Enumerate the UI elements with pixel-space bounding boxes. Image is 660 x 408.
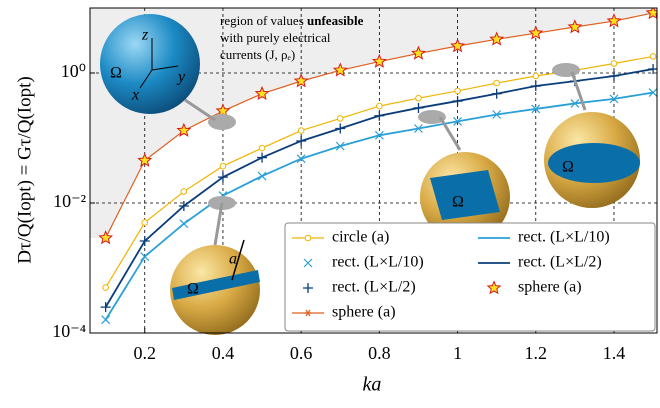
legend-label: circle (a) — [332, 229, 389, 246]
data-point — [103, 285, 109, 291]
data-point — [337, 116, 343, 122]
x-tick-label: 0.6 — [290, 343, 313, 363]
legend-marker — [305, 235, 311, 241]
y-tick-label: 10⁰ — [61, 61, 86, 81]
data-point — [494, 80, 500, 86]
annotation-line: with purely electrical — [220, 30, 331, 45]
annotation-line: region of values — [220, 13, 304, 28]
annotation-bold: unfeasible — [307, 13, 364, 28]
y-tick-label: 10⁻⁴ — [52, 321, 86, 341]
data-point — [533, 73, 539, 79]
data-point — [650, 54, 656, 60]
omega-label: Ω — [110, 65, 122, 82]
legend-label: rect. (L×L/2) — [332, 279, 416, 296]
a-label: a — [229, 251, 237, 268]
x-tick-label: 0.2 — [133, 343, 156, 363]
x-tick-label: 0.4 — [212, 343, 235, 363]
legend-label: sphere (a) — [332, 304, 396, 321]
z-label: z — [141, 27, 149, 44]
chart: Ω a Ω Ω z y x Ω region of values unfeasi… — [0, 0, 660, 403]
data-point — [142, 220, 148, 226]
x-tick-label: 1.2 — [525, 343, 548, 363]
data-point — [181, 189, 187, 195]
data-point — [259, 145, 265, 151]
callout — [552, 63, 580, 77]
y-tick-label: 10⁻² — [53, 191, 86, 211]
y-label-3d: y — [176, 69, 186, 86]
annotation-text: region of values unfeasible — [220, 13, 364, 28]
data-point — [455, 88, 461, 94]
x-axis-label: ka — [363, 374, 382, 396]
data-point — [298, 128, 304, 134]
omega-label: Ω — [187, 281, 199, 298]
x-tick-label: 1.4 — [603, 343, 626, 363]
legend-label: rect. (L×L/10) — [332, 254, 424, 271]
data-point — [416, 95, 422, 101]
data-point — [377, 103, 383, 109]
y-axis-label: Dτ/Q(Iopt) = Gτ/Q(Iopt) — [14, 76, 35, 263]
omega-label: Ω — [562, 159, 574, 176]
x-tick-label: 1 — [453, 343, 462, 363]
x-label-3d: x — [131, 87, 139, 104]
legend-label: sphere (a) — [518, 279, 582, 296]
annotation-line: currents (J, ρₑ) — [220, 47, 295, 62]
x-tick-label: 0.8 — [368, 343, 391, 363]
legend: circle (a) rect. (L×L/10) rect. (L×L/2) sph… — [285, 223, 655, 331]
legend-label: rect. (L×L/2) — [518, 254, 602, 271]
legend-label: rect. (L×L/10) — [518, 229, 610, 246]
omega-label: Ω — [452, 194, 464, 211]
plate — [430, 170, 500, 220]
data-point — [220, 163, 226, 169]
data-point — [611, 61, 617, 67]
